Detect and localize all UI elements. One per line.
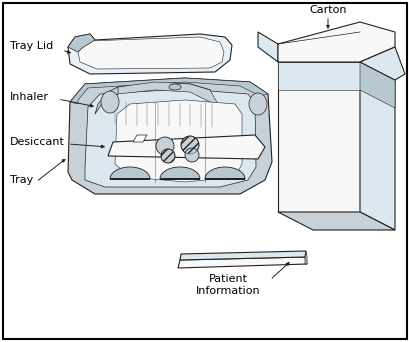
Polygon shape: [304, 251, 306, 264]
Polygon shape: [277, 62, 359, 212]
Polygon shape: [180, 251, 305, 260]
Polygon shape: [277, 62, 359, 90]
Polygon shape: [108, 135, 264, 159]
Ellipse shape: [248, 93, 266, 115]
Polygon shape: [133, 135, 147, 142]
Text: Desiccant: Desiccant: [10, 137, 65, 147]
Polygon shape: [68, 78, 271, 194]
Polygon shape: [68, 34, 231, 74]
Polygon shape: [103, 82, 218, 104]
Text: Inhaler: Inhaler: [10, 92, 49, 102]
Polygon shape: [68, 34, 95, 52]
Text: Tray Lid: Tray Lid: [10, 41, 53, 51]
Polygon shape: [359, 62, 394, 108]
Polygon shape: [359, 62, 394, 230]
Text: Carton: Carton: [308, 5, 346, 15]
Polygon shape: [95, 87, 118, 114]
Polygon shape: [160, 167, 200, 179]
Polygon shape: [359, 47, 404, 80]
Polygon shape: [277, 212, 394, 230]
Text: Patient
Information: Patient Information: [195, 274, 260, 295]
Polygon shape: [110, 167, 150, 179]
Polygon shape: [115, 100, 241, 182]
Circle shape: [180, 136, 198, 154]
Polygon shape: [85, 89, 255, 187]
Polygon shape: [100, 82, 218, 140]
Circle shape: [184, 148, 198, 162]
Polygon shape: [70, 78, 267, 104]
Circle shape: [155, 137, 173, 155]
Polygon shape: [277, 22, 394, 62]
Polygon shape: [178, 257, 306, 268]
Polygon shape: [204, 167, 245, 179]
Ellipse shape: [169, 84, 180, 90]
Circle shape: [161, 149, 175, 163]
Polygon shape: [78, 37, 223, 69]
Ellipse shape: [101, 91, 119, 113]
Polygon shape: [257, 32, 277, 62]
Text: Tray: Tray: [10, 175, 33, 185]
